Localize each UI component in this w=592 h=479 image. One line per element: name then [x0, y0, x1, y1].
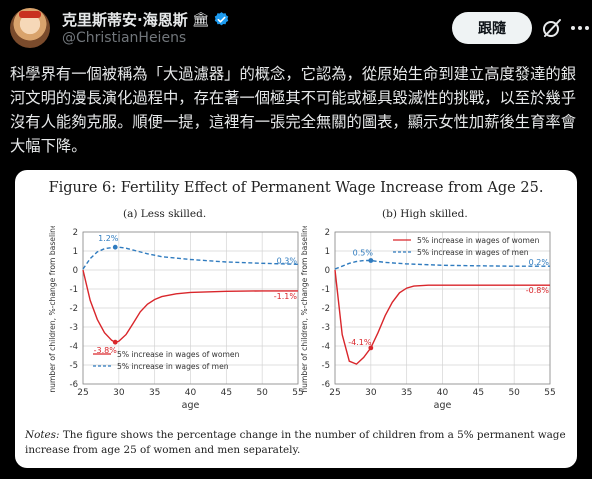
y-tick-label: -3 — [70, 323, 78, 333]
panel-b-title: (b) High skilled. — [382, 208, 468, 220]
series-line-men — [334, 259, 550, 270]
x-tick-label: 50 — [508, 388, 520, 398]
peak-data-label: 1.2% — [98, 234, 119, 243]
grok-icon[interactable] — [540, 16, 564, 40]
y-tick-label: 2 — [73, 228, 78, 238]
series-line-men — [82, 246, 299, 270]
end-data-label: -0.8% — [526, 286, 550, 295]
x-tick-label: 50 — [256, 388, 268, 398]
end-data-label: -1.1% — [274, 292, 298, 301]
chart-panel-b: -6 -5 -4 -3 -2 -1 0 1 2 25 30 35 40 45 50 55 age number o… — [300, 226, 556, 411]
figure-title: Figure 6: Fertility Effect of Permanent … — [48, 180, 544, 196]
x-tick-label: 40 — [185, 388, 197, 398]
x-axis-label: age — [434, 400, 452, 411]
y-tick-label: -3 — [322, 323, 330, 333]
avatar-hat — [19, 11, 41, 18]
post-text: 科學界有一個被稱為「大過濾器」的概念，它認為，從原始生命到建立高度發達的銀河文明… — [10, 65, 576, 155]
end-data-label: 0.2% — [529, 258, 550, 267]
legend-entry: 5% increase in wages of men — [417, 248, 529, 257]
building-emoji: 🏛 — [191, 11, 210, 28]
x-tick-label: 25 — [329, 388, 340, 398]
series-line-women — [334, 269, 550, 365]
legend-entry: 5% increase in wages of women — [117, 350, 240, 359]
legend-entry: 5% increase in wages of women — [417, 236, 540, 245]
verified-badge-icon — [215, 12, 229, 26]
x-tick-label: 55 — [544, 388, 555, 398]
plot-frame — [82, 231, 299, 385]
y-tick-label: 2 — [325, 228, 330, 238]
x-tick-label: 30 — [113, 388, 125, 398]
x-tick-label: 35 — [149, 388, 160, 398]
x-axis-label: age — [182, 400, 200, 411]
y-tick-label: -4 — [70, 342, 78, 352]
attached-figure[interactable]: Figure 6: Fertility Effect of Permanent … — [15, 170, 577, 468]
y-tick-label: 0 — [73, 266, 78, 276]
y-tick-label: -1 — [70, 285, 78, 295]
y-tick-label: 1 — [73, 247, 78, 257]
post-header: 克里斯蒂安·海恩斯 🏛 @ChristianHeiens 跟隨 — [10, 6, 589, 54]
avatar[interactable] — [10, 8, 50, 48]
figure-notes: Notes: The figure shows the percentage c… — [25, 428, 570, 458]
peak-data-label: 0.5% — [353, 249, 374, 258]
peak-marker — [112, 339, 118, 345]
y-tick-label: -2 — [70, 304, 78, 314]
series-line-women — [82, 269, 298, 343]
y-tick-label: 0 — [325, 266, 330, 276]
follow-button[interactable]: 跟隨 — [452, 12, 532, 44]
peak-data-label: -3.8% — [94, 346, 118, 355]
end-data-label: 0.3% — [277, 256, 298, 265]
notes-text: The figure shows the percentage change i… — [25, 429, 566, 456]
y-axis-label: number of children, %-change from baseli… — [300, 226, 309, 393]
x-tick-label: 45 — [221, 388, 232, 398]
notes-label: Notes: — [25, 429, 60, 441]
x-tick-label: 55 — [292, 388, 303, 398]
x-tick-label: 45 — [473, 388, 484, 398]
x-tick-label: 40 — [437, 388, 449, 398]
author-name-line[interactable]: 克里斯蒂安·海恩斯 🏛 — [62, 9, 230, 30]
panel-a-title: (a) Less skilled. — [123, 208, 207, 220]
x-tick-label: 25 — [77, 388, 88, 398]
x-tick-label: 30 — [365, 388, 377, 398]
y-tick-label: 1 — [325, 247, 330, 257]
peak-marker — [368, 258, 374, 263]
plot-frame — [334, 231, 551, 385]
x-tick-label: 35 — [401, 388, 412, 398]
y-tick-label: -4 — [322, 342, 330, 352]
y-tick-label: -1 — [322, 285, 330, 295]
handle[interactable]: @ChristianHeiens — [62, 30, 187, 46]
y-tick-label: -5 — [322, 361, 330, 371]
y-axis-label: number of children, %-change from baseli… — [48, 226, 57, 393]
y-tick-label: -6 — [70, 380, 78, 390]
peak-marker — [368, 345, 374, 351]
peak-marker — [112, 244, 118, 250]
legend-entry: 5% increase in wages of men — [117, 362, 229, 371]
chart-panel-a: -6 -5 -4 -3 -2 -1 0 1 2 25 30 35 40 45 50 55 age number o… — [48, 226, 304, 411]
peak-data-label: -4.1% — [348, 338, 372, 347]
y-tick-label: -6 — [322, 380, 330, 390]
y-tick-label: -5 — [70, 361, 78, 371]
more-options-icon[interactable] — [568, 16, 592, 40]
display-name[interactable]: 克里斯蒂安·海恩斯 — [62, 11, 188, 29]
y-tick-label: -2 — [322, 304, 330, 314]
